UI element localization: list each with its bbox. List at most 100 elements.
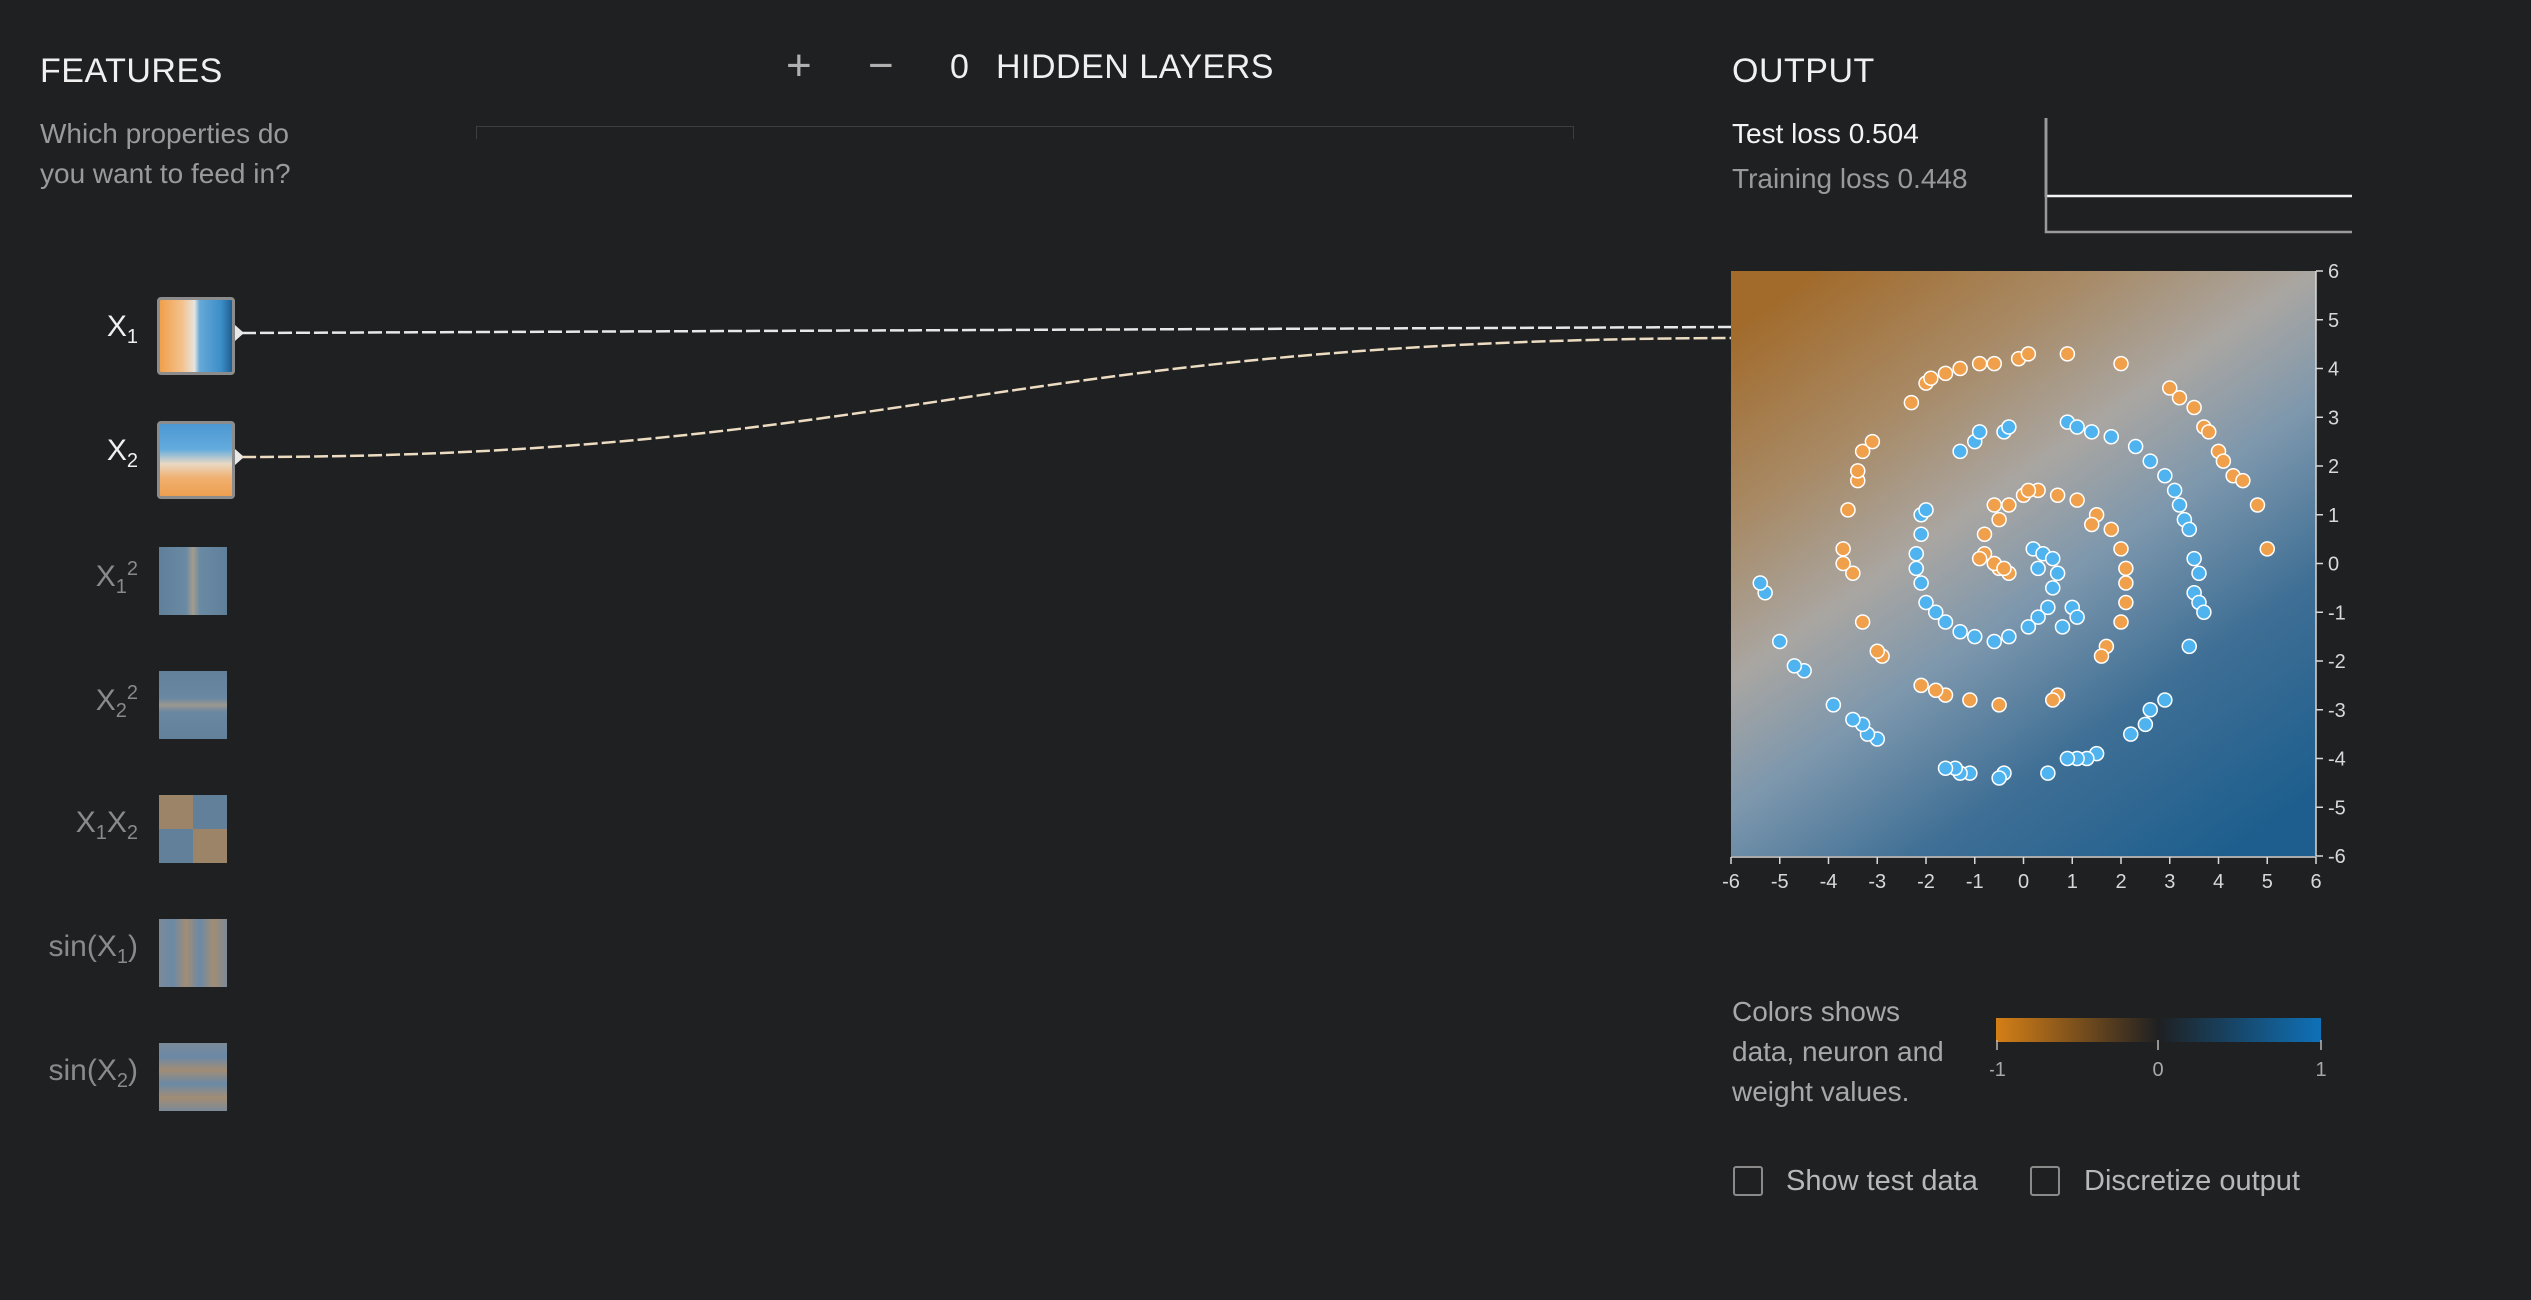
y-tick-label: -4	[2328, 749, 2346, 771]
blue-data-point	[2181, 638, 2197, 655]
training-loss-line	[2044, 118, 2352, 234]
blue-data-point	[2171, 497, 2188, 513]
blue-data-point	[1772, 633, 1788, 650]
feature-suffix: )	[128, 1054, 138, 1087]
connections	[241, 325, 1733, 459]
x-tick-label: -4	[1820, 871, 1838, 893]
show-test-data-checkbox[interactable]	[1733, 1166, 1763, 1196]
feature-output-arrow-2	[235, 449, 244, 465]
orange-data-point	[1996, 560, 2012, 577]
feature-node-1[interactable]	[157, 297, 235, 375]
discretize-output-checkbox[interactable]	[2030, 1166, 2060, 1196]
blue-data-point	[2069, 419, 2085, 435]
link-x1-output[interactable]	[241, 325, 1733, 335]
feature-label-7: sin(X2)	[28, 1054, 138, 1093]
orange-data-point	[2118, 560, 2134, 577]
feature-node-2[interactable]	[157, 421, 235, 499]
blue-data-point	[2157, 468, 2173, 484]
feature-output-arrow-1	[235, 325, 244, 341]
blue-data-point	[1752, 575, 1768, 591]
feature-node-6[interactable]	[159, 919, 227, 987]
blue-data-point	[2030, 609, 2046, 625]
blue-data-point	[2020, 619, 2037, 635]
blue-data-point	[2142, 702, 2158, 718]
scale-label-neg: -1	[1990, 1059, 2006, 1081]
orange-data-point	[2249, 497, 2266, 513]
orange-data-point	[1976, 526, 1993, 542]
blue-data-point	[2103, 429, 2119, 445]
feature-node-5[interactable]	[159, 795, 227, 863]
y-tick-label: 4	[2328, 359, 2339, 381]
x-tick-label: -3	[1868, 871, 1886, 893]
blue-data-point	[2127, 438, 2144, 455]
orange-data-point	[2118, 575, 2134, 591]
feature-sub: 1	[115, 576, 127, 598]
y-tick-label: -6	[2328, 846, 2346, 868]
blue-data-point	[1967, 628, 1983, 645]
y-tick-label: 2	[2328, 456, 2339, 478]
show-test-data-label[interactable]: Show test data	[1786, 1165, 1978, 1197]
orange-data-point	[2113, 355, 2129, 372]
blue-data-point	[2186, 550, 2202, 567]
x-tick-label: 6	[2310, 871, 2321, 893]
x-tick-label: 5	[2262, 871, 2273, 893]
feature-base: X	[106, 310, 127, 343]
feature-sub: 2	[116, 1070, 128, 1092]
feature-node-4[interactable]	[159, 671, 227, 739]
output-plot: 6 5 4 3 2 1 0 -1 -2 -3 -4 -5 -6 -6 -5 -4 -3 -2 -1 0 1 2 3 4 5 6	[1722, 261, 2346, 893]
blue-data-point	[2049, 565, 2066, 581]
blue-data-point	[2157, 692, 2173, 708]
orange-data-point	[2093, 648, 2110, 664]
x-tick-label: 3	[2164, 871, 2175, 893]
blue-data-point	[2030, 560, 2046, 577]
blue-data-point	[1825, 697, 1842, 713]
features-title: FEATURES	[40, 52, 223, 90]
feature-label-6: sin(X1)	[28, 930, 138, 969]
blue-data-point	[1937, 614, 1954, 630]
orange-data-point	[1854, 614, 1871, 630]
x-tick-label: 0	[2018, 871, 2029, 893]
feature-node-7[interactable]	[159, 1043, 227, 1111]
blue-data-point	[2040, 765, 2056, 781]
decision-heatmap	[1731, 271, 2316, 856]
orange-data-point	[1991, 697, 2007, 713]
blue-data-point	[1986, 633, 2002, 650]
orange-data-point	[1986, 497, 2002, 513]
orange-data-point	[1913, 677, 1929, 694]
discretize-output-label[interactable]: Discretize output	[2084, 1165, 2300, 1197]
feature-base: X	[75, 806, 96, 839]
orange-data-point	[2020, 482, 2037, 499]
add-layer-button[interactable]: +	[786, 41, 812, 90]
blue-data-point	[2123, 726, 2139, 742]
orange-data-point	[1986, 355, 2002, 372]
y-tick-label: 0	[2328, 554, 2339, 576]
x-tick-label: -6	[1722, 871, 1740, 893]
orange-data-point	[2049, 487, 2066, 503]
link-x2-output[interactable]	[241, 336, 1733, 459]
blue-data-point	[2084, 424, 2100, 440]
y-tick-label: 6	[2328, 261, 2339, 283]
orange-data-point	[2259, 541, 2275, 557]
orange-data-point	[1937, 365, 1954, 382]
orange-data-point	[1845, 565, 1861, 581]
y-tick-label: 1	[2328, 505, 2339, 527]
orange-data-point	[2020, 346, 2037, 362]
blue-data-point	[1952, 443, 1968, 460]
blue-data-point	[2001, 419, 2017, 435]
loss-sparkline	[2044, 118, 2352, 234]
blue-data-point	[1991, 770, 2007, 786]
feature-sup: 2	[126, 558, 138, 580]
orange-data-point	[1991, 511, 2007, 528]
orange-data-point	[2113, 614, 2129, 630]
remove-layer-button[interactable]: −	[868, 41, 894, 90]
blue-data-point	[2137, 716, 2154, 733]
blue-data-point	[1913, 575, 1929, 591]
orange-data-point	[2162, 380, 2178, 396]
layers-divider	[476, 126, 1574, 139]
y-tick-label: -1	[2328, 602, 2346, 624]
output-title: OUTPUT	[1732, 52, 1875, 90]
orange-data-point	[1835, 555, 1851, 572]
feature-node-3[interactable]	[159, 547, 227, 615]
scale-label-pos: 1	[2315, 1059, 2326, 1081]
blue-data-point	[2191, 565, 2207, 581]
